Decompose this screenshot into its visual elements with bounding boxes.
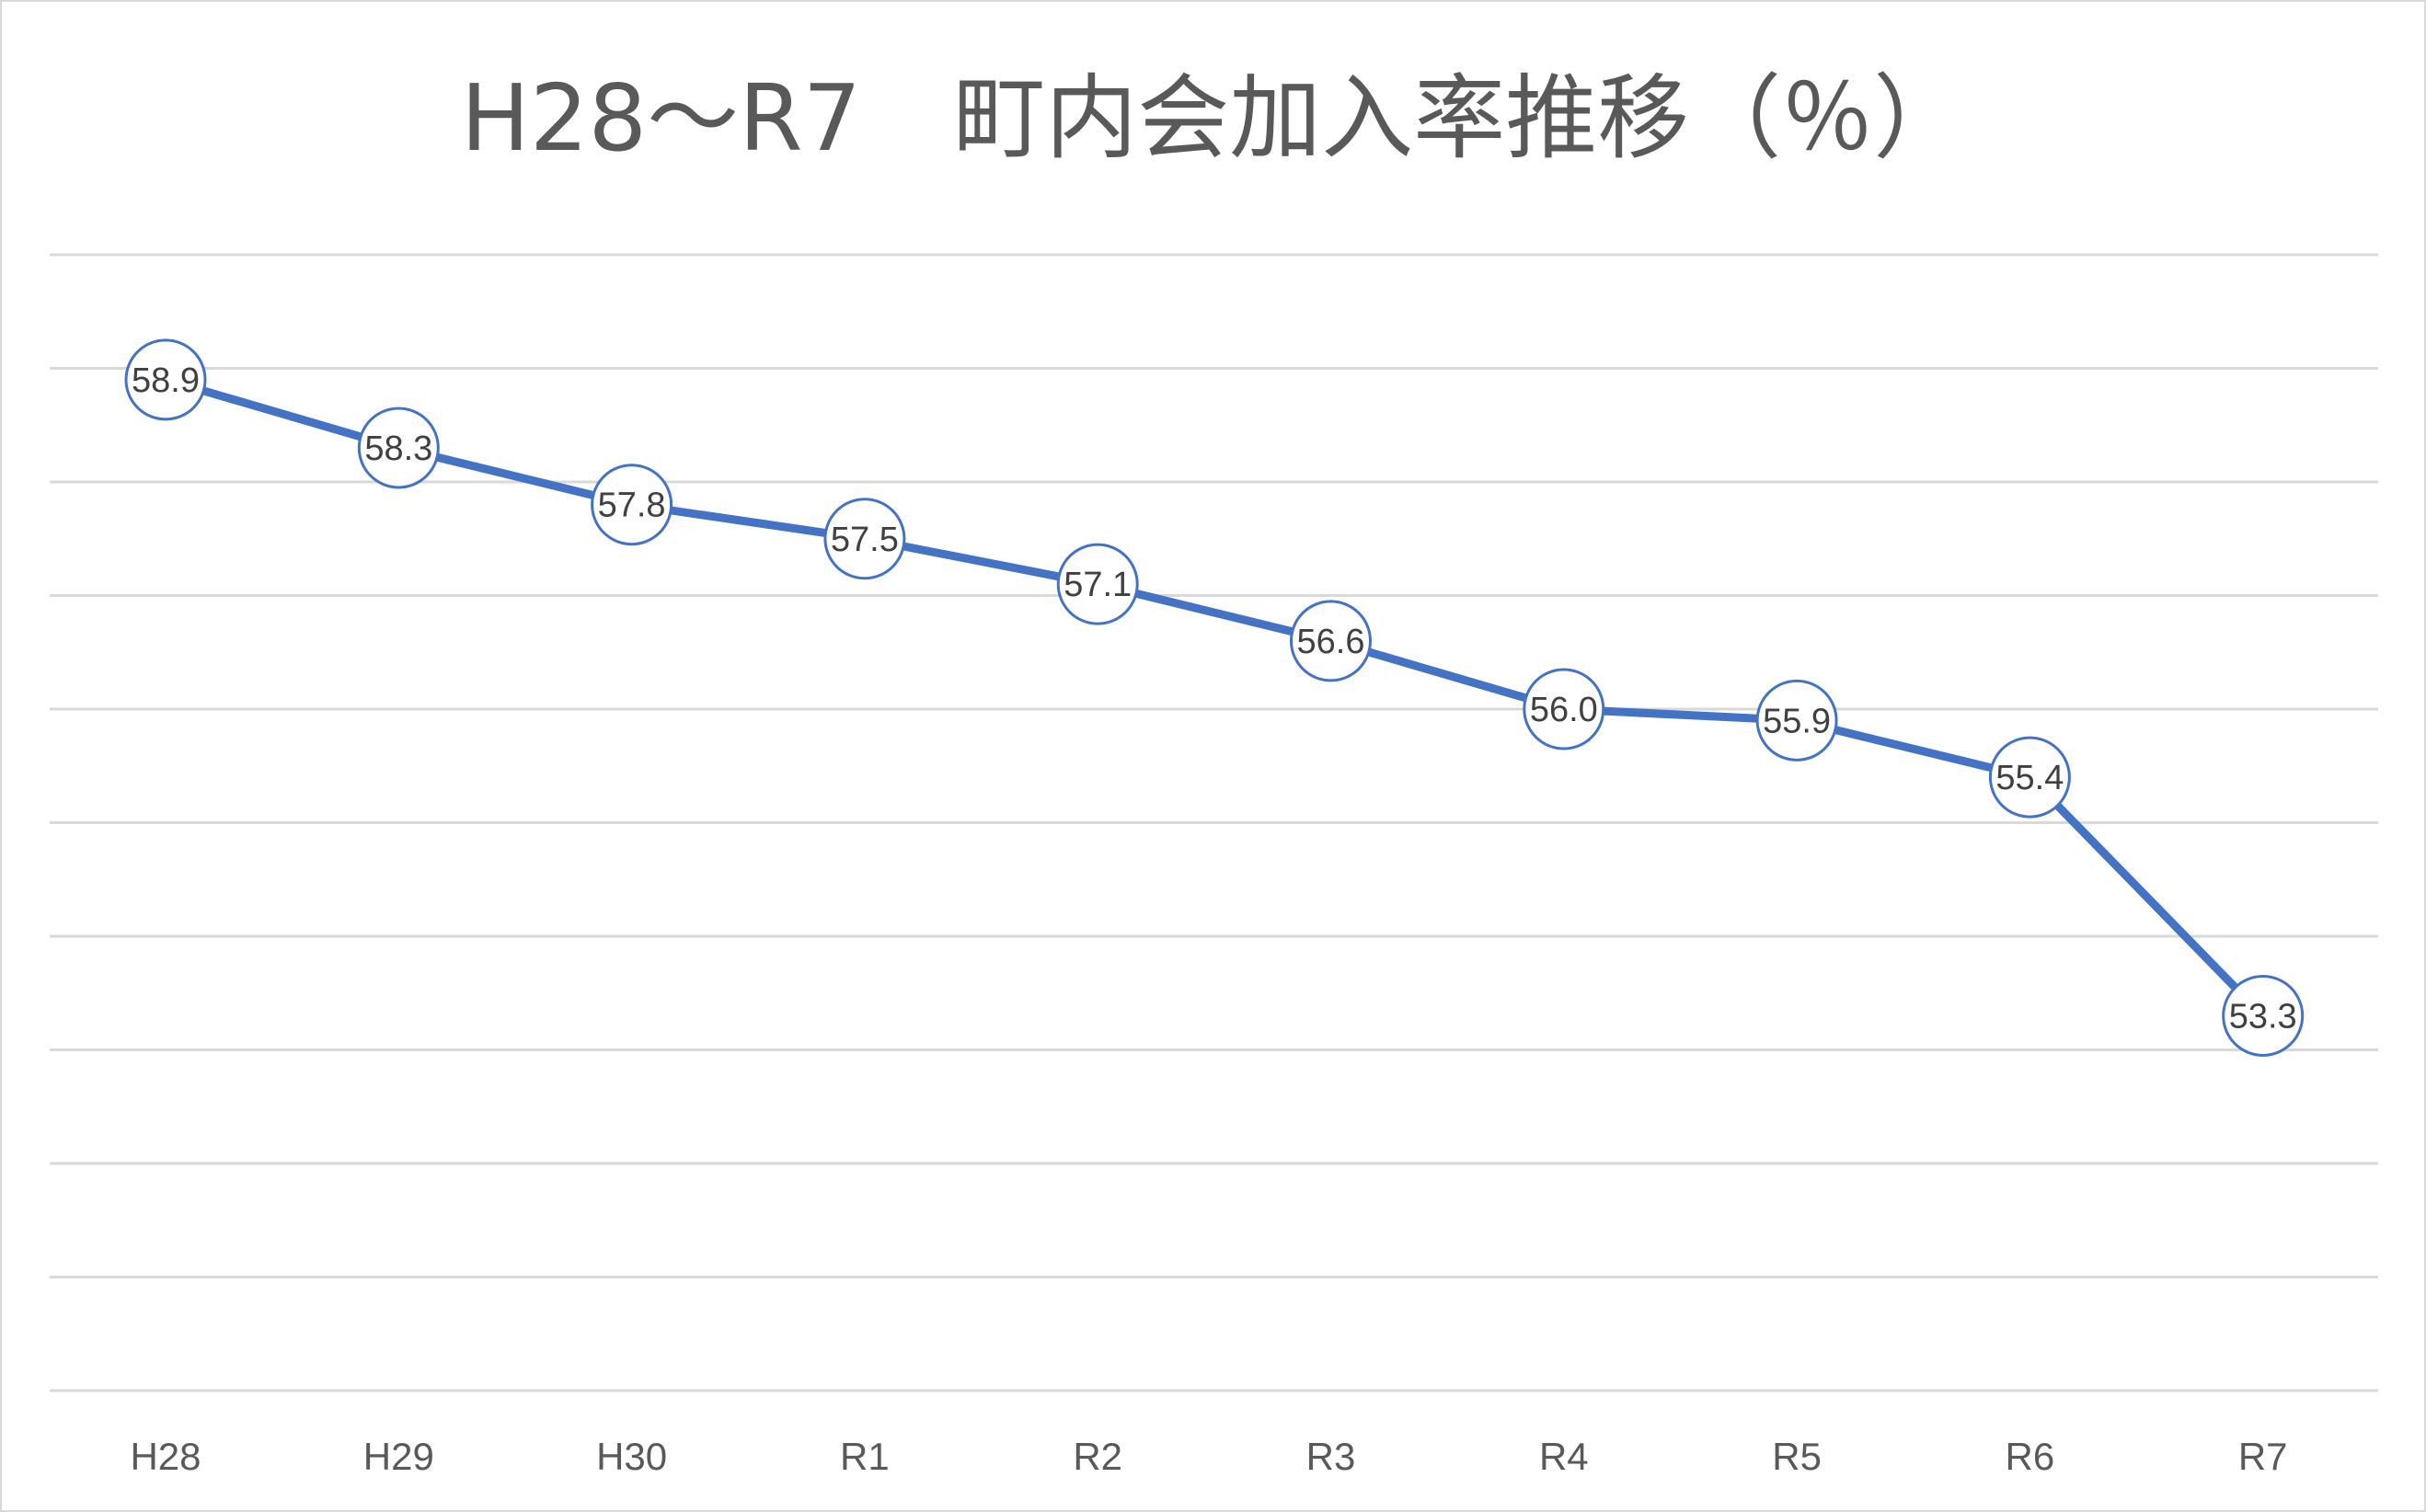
- series-group: [161, 375, 2268, 1020]
- x-tick-label: R4: [1539, 1435, 1589, 1478]
- data-label: 58.9: [132, 361, 200, 400]
- x-tick-label: R1: [840, 1435, 890, 1478]
- x-tick-label: H28: [130, 1435, 201, 1478]
- x-tick-label: H30: [596, 1435, 667, 1478]
- x-tick-label: R6: [2006, 1435, 2055, 1478]
- data-point-marker: [1056, 543, 1139, 625]
- data-point-marker: [1755, 679, 1838, 762]
- x-tick-label: R2: [1073, 1435, 1122, 1478]
- data-label: 57.1: [1064, 566, 1132, 604]
- data-point-marker: [124, 338, 207, 421]
- data-label: 57.8: [598, 487, 666, 525]
- data-point-marker: [1290, 600, 1372, 682]
- chart-title: H28～R7 町内会加入率推移（％）: [460, 64, 1966, 172]
- data-point-marker: [1523, 668, 1605, 750]
- gridlines: [50, 253, 2378, 1392]
- data-label: 56.6: [1297, 623, 1365, 661]
- data-label: 56.0: [1530, 691, 1598, 729]
- data-label: 53.3: [2229, 997, 2297, 1036]
- x-axis-labels: H28 H29 H30 R1 R2 R3 R4 R5 R6 R7: [130, 1435, 2287, 1478]
- data-point-marker: [1988, 736, 2071, 819]
- data-point-marker: [823, 498, 906, 580]
- data-point-marker: [357, 407, 440, 489]
- x-tick-label: R5: [1772, 1435, 1822, 1478]
- data-label: 58.3: [364, 430, 432, 468]
- data-points: 58.9 58.3 57.8 57.5 57.1 56.6 56.0 55.9 55.4 53.3: [124, 338, 2305, 1057]
- x-tick-label: R3: [1306, 1435, 1356, 1478]
- series-line: [161, 375, 2268, 1020]
- x-tick-label: H29: [363, 1435, 434, 1478]
- x-tick-label: R7: [2238, 1435, 2288, 1478]
- data-point-marker: [2222, 974, 2305, 1057]
- data-label: 57.5: [831, 521, 899, 559]
- data-label: 55.9: [1763, 702, 1831, 740]
- data-point-marker: [591, 464, 673, 546]
- data-label: 55.4: [1995, 759, 2064, 797]
